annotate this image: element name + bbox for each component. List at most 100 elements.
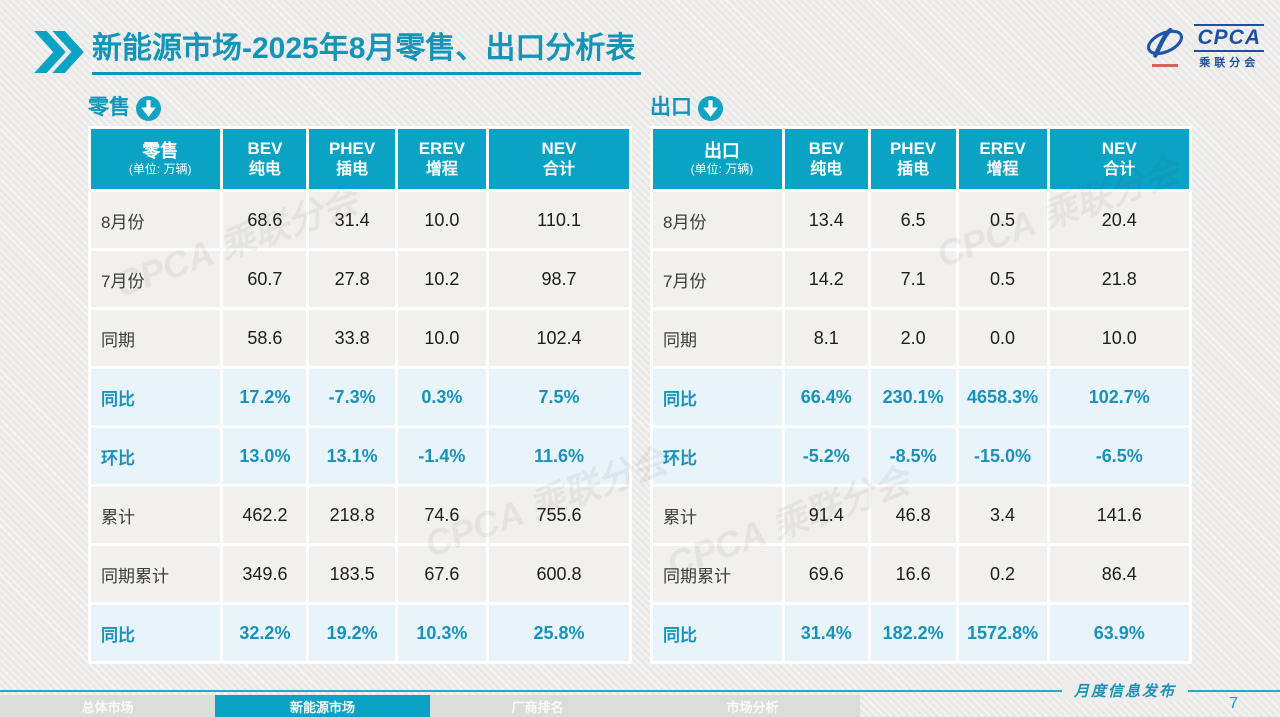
value-cell: 31.4 [309, 192, 395, 248]
table-row: 累计 91.4 46.8 3.4 141.6 [653, 487, 1189, 543]
value-cell: 10.3% [397, 605, 487, 661]
cpca-logo-text: CPCA 乘联分会 [1194, 24, 1264, 70]
tab-manufacturer-ranking[interactable]: 厂商排名 [430, 695, 645, 717]
table-row: 8月份 68.6 31.4 10.0 110.1 [91, 192, 629, 248]
table-row: 同比 32.2% 19.2% 10.3% 25.8% [91, 605, 629, 661]
tab-overall-market[interactable]: 总体市场 [0, 695, 215, 717]
tab-nev-market[interactable]: 新能源市场 [215, 695, 430, 717]
value-cell: -1.4% [397, 428, 487, 484]
value-cell: 0.3% [397, 369, 487, 425]
page-title: 新能源市场-2025年8月零售、出口分析表 [92, 29, 642, 75]
row-label: 环比 [91, 428, 221, 484]
row-label: 同期累计 [653, 546, 782, 602]
column-header-bev: BEV 纯电 [223, 129, 307, 189]
cpca-logo: CPCA 乘联分会 [1143, 24, 1264, 70]
value-cell: 7.1 [870, 251, 956, 307]
value-cell: 16.6 [870, 546, 956, 602]
row-label: 同比 [653, 605, 782, 661]
value-cell: 10.2 [397, 251, 487, 307]
row-label: 7月份 [91, 251, 221, 307]
export-section-header: 出口 [650, 94, 1192, 122]
table-row: 7月份 14.2 7.1 0.5 21.8 [653, 251, 1189, 307]
value-cell: 349.6 [223, 546, 307, 602]
value-cell: 31.4% [784, 605, 868, 661]
value-cell: 10.0 [397, 192, 487, 248]
value-cell: 183.5 [309, 546, 395, 602]
value-cell: 102.4 [489, 310, 629, 366]
value-cell: 60.7 [223, 251, 307, 307]
value-cell: 13.1% [309, 428, 395, 484]
value-cell: 3.4 [958, 487, 1047, 543]
row-label: 同期 [653, 310, 782, 366]
value-cell: 14.2 [784, 251, 868, 307]
column-header-erev: EREV 增程 [958, 129, 1047, 189]
table-row: 同期累计 69.6 16.6 0.2 86.4 [653, 546, 1189, 602]
value-cell: 25.8% [489, 605, 629, 661]
value-cell: 32.2% [223, 605, 307, 661]
value-cell: 13.0% [223, 428, 307, 484]
value-cell: 66.4% [784, 369, 868, 425]
double-chevron-icon [34, 31, 84, 73]
table-title-cell: 出口 (单位: 万辆) [653, 129, 782, 189]
value-cell: 102.7% [1049, 369, 1189, 425]
value-cell: 0.0 [958, 310, 1047, 366]
down-arrow-circle-icon [136, 95, 161, 121]
table-row: 同期 58.6 33.8 10.0 102.4 [91, 310, 629, 366]
value-cell: 46.8 [870, 487, 956, 543]
value-cell: 98.7 [489, 251, 629, 307]
column-header-bev: BEV 纯电 [784, 129, 868, 189]
retail-section-header: 零售 [88, 94, 632, 122]
value-cell: 27.8 [309, 251, 395, 307]
row-label: 同比 [653, 369, 782, 425]
cpca-logo-acronym: CPCA [1194, 24, 1264, 53]
value-cell: 0.5 [958, 251, 1047, 307]
row-label: 8月份 [91, 192, 221, 248]
page-title-rest: -2025年8月零售、出口分析表 [242, 32, 636, 65]
value-cell: 69.6 [784, 546, 868, 602]
value-cell: 2.0 [870, 310, 956, 366]
data-table: 出口 (单位: 万辆) BEV 纯电 PHEV 插电 EREV 增程 NEV 合计 8月份 13.4 6… [650, 126, 1192, 664]
value-cell: 182.2% [870, 605, 956, 661]
export-section: 出口 出口 (单位: 万辆) BEV 纯电 PHEV 插电 EREV 增程 NEV 合计 8月份 13… [650, 94, 1192, 664]
value-cell: 7.5% [489, 369, 629, 425]
footer-banner: 月度信息发布 [1061, 680, 1188, 701]
table-row: 同比 31.4% 182.2% 1572.8% 63.9% [653, 605, 1189, 661]
value-cell: -7.3% [309, 369, 395, 425]
cpca-logo-swoosh [1143, 27, 1187, 68]
table-row: 同比 17.2% -7.3% 0.3% 7.5% [91, 369, 629, 425]
value-cell: 20.4 [1049, 192, 1189, 248]
value-cell: 0.2 [958, 546, 1047, 602]
value-cell: 91.4 [784, 487, 868, 543]
value-cell: 6.5 [870, 192, 956, 248]
value-cell: 21.8 [1049, 251, 1189, 307]
retail-section-title: 零售 [88, 96, 130, 119]
bottom-nav-tabbar: 总体市场 新能源市场 厂商排名 市场分析 [0, 695, 860, 717]
table-header-row: 出口 (单位: 万辆) BEV 纯电 PHEV 插电 EREV 增程 NEV 合计 [653, 129, 1189, 189]
footer-divider-line [0, 690, 1280, 692]
table-row: 同期累计 349.6 183.5 67.6 600.8 [91, 546, 629, 602]
value-cell: 141.6 [1049, 487, 1189, 543]
row-label: 7月份 [653, 251, 782, 307]
value-cell: -5.2% [784, 428, 868, 484]
logo-tagline-bar [1152, 64, 1179, 68]
value-cell: 11.6% [489, 428, 629, 484]
value-cell: 33.8 [309, 310, 395, 366]
column-header-erev: EREV 增程 [397, 129, 487, 189]
column-header-nev: NEV 合计 [489, 129, 629, 189]
export-section-title: 出口 [650, 96, 692, 119]
page-number: 7 [1229, 695, 1238, 712]
value-cell: 67.6 [397, 546, 487, 602]
retail-section: 零售 零售 (单位: 万辆) BEV 纯电 PHEV 插电 EREV 增程 NEV 合计 8月份 68… [88, 94, 673, 664]
value-cell: 10.0 [1049, 310, 1189, 366]
value-cell: 10.0 [397, 310, 487, 366]
cpca-logo-name: 乘联分会 [1199, 57, 1260, 70]
tab-market-analysis[interactable]: 市场分析 [645, 695, 860, 717]
row-label: 环比 [653, 428, 782, 484]
value-cell: 13.4 [784, 192, 868, 248]
value-cell: -8.5% [870, 428, 956, 484]
row-label: 同比 [91, 369, 221, 425]
value-cell: 230.1% [870, 369, 956, 425]
table-row: 累计 462.2 218.8 74.6 755.6 [91, 487, 629, 543]
row-label: 8月份 [653, 192, 782, 248]
value-cell: 4658.3% [958, 369, 1047, 425]
